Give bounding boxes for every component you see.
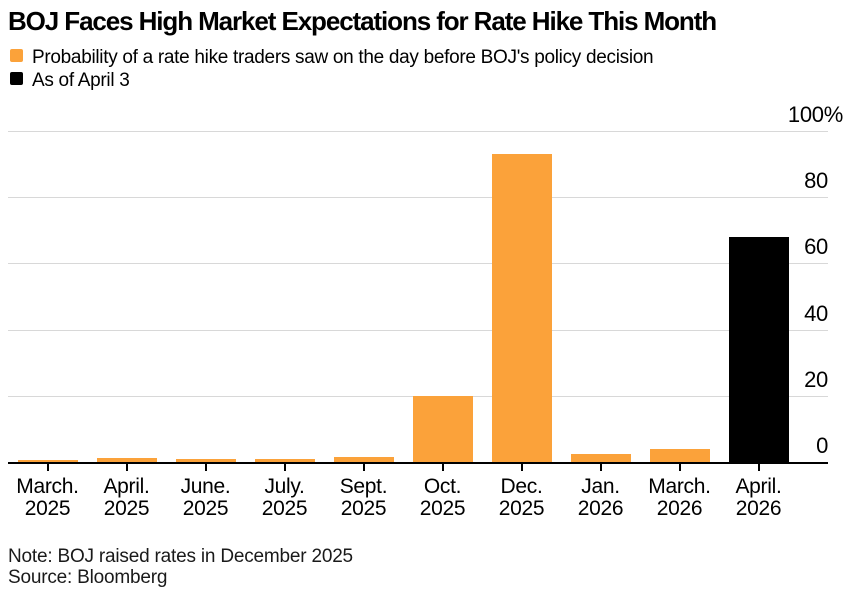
x-tick-label-line: 2025 [340, 497, 387, 520]
x-tick-mark [125, 464, 128, 471]
x-tick-label-march-2026: March. 2026 [635, 476, 725, 520]
chart-title: BOJ Faces High Market Expectations for R… [8, 6, 717, 36]
x-tick-mark [441, 464, 444, 471]
x-tick-label-line: April. [103, 475, 150, 498]
x-tick-mark [204, 464, 207, 471]
bar-dec-2025 [491, 154, 552, 462]
x-tick-mark [520, 464, 523, 471]
x-tick-label-line: 2025 [182, 497, 229, 520]
gridline-80 [8, 197, 828, 199]
x-tick-label-line: 2025 [24, 497, 71, 520]
x-tick-label-april-2025: April. 2025 [82, 476, 172, 520]
legend: Probability of a rate hike traders saw o… [10, 46, 654, 92]
x-tick-label-jan-2026: Jan. 2026 [556, 476, 646, 520]
x-tick-mark [757, 464, 760, 471]
legend-label-asof: As of April 3 [32, 70, 130, 91]
x-tick-label-line: 2025 [498, 497, 545, 520]
y-tick-label-40: 40 [804, 300, 828, 326]
x-tick-mark [678, 464, 681, 471]
y-tick-label-60: 60 [804, 234, 828, 260]
x-tick-mark [362, 464, 365, 471]
x-tick-mark [599, 464, 602, 471]
x-tick-mark [283, 464, 286, 471]
source: Source: Bloomberg [8, 567, 168, 588]
x-tick-label-dec-2025: Dec. 2025 [477, 476, 567, 520]
x-tick-label-line: 2026 [735, 497, 782, 520]
x-tick-label-line: June. [180, 475, 231, 498]
x-tick-label-line: 2026 [656, 497, 703, 520]
legend-swatch-orange-icon [10, 49, 23, 62]
bar-april-2026 [728, 236, 789, 462]
footnote-block: Note: BOJ raised rates in December 2025 … [8, 546, 353, 588]
legend-label-probability: Probability of a rate hike traders saw o… [32, 47, 654, 68]
bar-april-2025 [96, 457, 157, 462]
y-tick-label-20: 20 [804, 366, 828, 392]
y-tick-label-0: 0 [816, 433, 828, 458]
gridline-60 [8, 263, 828, 265]
x-tick-label-line: Dec. [500, 475, 543, 498]
x-tick-label-line: April. [735, 475, 782, 498]
y-tick-label-100: 100% [787, 102, 843, 127]
x-tick-mark [46, 464, 49, 471]
legend-item-probability: Probability of a rate hike traders saw o… [10, 46, 654, 69]
bar-sept-2025 [333, 457, 394, 462]
x-tick-label-april-2026: April. 2026 [714, 476, 804, 520]
x-tick-label-line: March. [16, 475, 79, 498]
bar-march-2025 [17, 459, 78, 462]
bar-march-2026 [649, 448, 710, 462]
x-tick-label-line: 2025 [103, 497, 150, 520]
x-tick-label-june-2025: June. 2025 [161, 476, 251, 520]
note: Note: BOJ raised rates in December 2025 [8, 546, 353, 567]
legend-swatch-black-icon [10, 72, 23, 85]
bar-oct-2025 [412, 395, 473, 462]
x-tick-label-line: 2025 [261, 497, 308, 520]
x-tick-label-july-2025: July. 2025 [240, 476, 330, 520]
x-tick-label-line: March. [648, 475, 711, 498]
bar-jan-2026 [570, 454, 631, 462]
bar-july-2025 [254, 459, 315, 462]
gridline-40 [8, 329, 828, 331]
x-tick-label-line: Jan. [581, 475, 620, 498]
x-axis-baseline [8, 462, 828, 464]
y-tick-label-80: 80 [804, 168, 828, 194]
gridline-100 [8, 131, 828, 132]
x-tick-label-line: 2026 [577, 497, 624, 520]
x-tick-label-oct-2025: Oct. 2025 [398, 476, 488, 520]
x-tick-label-line: July. [264, 475, 305, 498]
x-tick-label-line: 2025 [419, 497, 466, 520]
x-tick-label-line: Oct. [423, 475, 462, 498]
x-tick-label-march-2025: March. 2025 [3, 476, 93, 520]
legend-item-asof: As of April 3 [10, 69, 653, 92]
bar-june-2025 [175, 459, 236, 462]
x-tick-label-line: Sept. [339, 475, 388, 498]
x-tick-label-sept-2025: Sept. 2025 [319, 476, 409, 520]
